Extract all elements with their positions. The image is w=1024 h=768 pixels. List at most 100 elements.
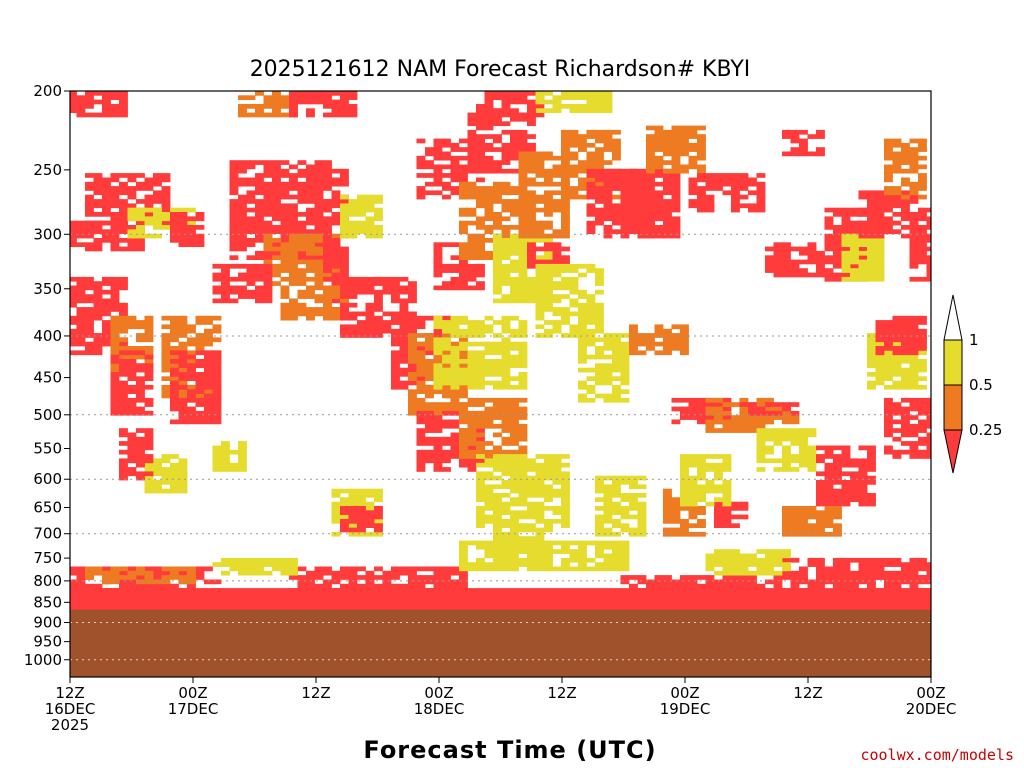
- ri-cell-low: [476, 138, 485, 144]
- ri-cell-high: [595, 497, 604, 503]
- ri-cell-low: [170, 601, 179, 606]
- ri-cell-low: [357, 510, 366, 516]
- ri-cell-high: [586, 389, 596, 395]
- ri-cell-low: [603, 229, 613, 235]
- ri-cell-high: [603, 91, 613, 96]
- ri-cell-mid: [731, 428, 740, 433]
- ri-cell-low: [263, 294, 273, 299]
- ri-cell-high: [212, 454, 222, 459]
- ri-cell-low: [374, 601, 383, 606]
- ri-cell-high: [561, 514, 570, 520]
- ri-cell-low: [255, 298, 264, 304]
- ri-cell-low: [76, 307, 86, 312]
- ri-cell-high: [875, 367, 885, 373]
- ri-cell-mid: [280, 250, 290, 256]
- ri-cell-high: [544, 540, 553, 546]
- ri-cell-low: [70, 315, 77, 321]
- ri-cell-low: [875, 346, 885, 351]
- ri-cell-mid: [238, 104, 247, 109]
- ri-cell-low: [119, 471, 128, 477]
- ri-cell-mid: [629, 346, 638, 351]
- ri-cell-mid: [637, 341, 647, 347]
- ri-cell-high: [875, 263, 885, 269]
- ri-cell-low: [110, 216, 120, 222]
- ri-cell-low: [357, 324, 366, 330]
- ri-cell-low: [331, 181, 341, 187]
- ri-cell-low: [365, 510, 375, 516]
- ri-cell-high: [612, 510, 621, 516]
- ri-cell-low: [671, 181, 681, 187]
- ri-cell-low: [824, 501, 834, 507]
- ri-cell-mid: [467, 212, 477, 217]
- ri-cell-low: [790, 263, 800, 269]
- ri-cell-low: [85, 307, 94, 312]
- ri-cell-high: [510, 376, 519, 382]
- ri-cell-low: [586, 220, 596, 226]
- ri-cell-low: [102, 289, 111, 295]
- ri-cell-low: [110, 220, 120, 226]
- ri-cell-high: [467, 333, 477, 338]
- ri-cell-low: [442, 138, 451, 144]
- ri-cell-mid: [833, 510, 842, 516]
- ri-cell-low: [867, 601, 876, 606]
- ri-cell-high: [510, 514, 519, 520]
- ri-cell-low: [705, 199, 715, 204]
- ri-cell-mid: [119, 346, 128, 351]
- ri-cell-mid: [671, 151, 681, 157]
- ri-cell-mid: [493, 406, 502, 412]
- ri-cell-low: [306, 207, 315, 213]
- ri-cell-mid: [238, 95, 247, 101]
- ri-cell-mid: [552, 181, 562, 187]
- ri-cell-low: [76, 350, 86, 356]
- ri-cell-low: [629, 207, 638, 213]
- ri-cell-low: [399, 384, 409, 390]
- ri-cell-low: [136, 238, 145, 243]
- ri-cell-low: [102, 320, 111, 325]
- ri-cell-mid: [578, 142, 587, 148]
- ri-cell-mid: [688, 531, 698, 537]
- ri-cell-high: [578, 95, 587, 101]
- ri-cell-high: [518, 255, 528, 261]
- ri-cell-low: [127, 436, 137, 442]
- ri-cell-high: [501, 246, 511, 252]
- ri-cell-mid: [824, 514, 834, 520]
- ri-cell-low: [816, 454, 825, 459]
- ri-cell-low: [918, 216, 927, 222]
- ri-cell-high: [459, 320, 468, 325]
- ri-cell-mid: [671, 138, 681, 144]
- ri-cell-low: [510, 95, 519, 101]
- ri-cell-mid: [705, 423, 715, 429]
- ri-cell-low: [93, 99, 103, 105]
- ri-cell-mid: [476, 190, 485, 196]
- ri-cell-mid: [459, 449, 468, 455]
- ri-cell-low: [433, 458, 443, 464]
- ri-cell-low: [909, 341, 919, 347]
- ri-cell-high: [433, 376, 443, 382]
- ri-cell-low: [493, 134, 502, 139]
- ri-cell-low: [93, 238, 103, 243]
- ri-cell-low: [858, 497, 868, 503]
- ri-cell-low: [76, 104, 86, 109]
- ri-cell-low: [127, 242, 137, 248]
- ri-cell-high: [212, 458, 222, 464]
- ri-cell-high: [476, 333, 485, 338]
- ri-cell-mid: [790, 531, 800, 537]
- ri-cell-low: [263, 285, 273, 291]
- ri-cell-low: [425, 454, 434, 459]
- ri-cell-low: [425, 436, 434, 442]
- ri-cell-low: [102, 112, 111, 118]
- ri-cell-mid: [697, 168, 706, 174]
- ri-cell-high: [484, 519, 494, 524]
- ri-cell-low: [714, 181, 723, 187]
- ri-cell-high: [603, 506, 613, 511]
- ri-cell-mid: [535, 233, 545, 239]
- ri-cell-mid: [289, 315, 298, 321]
- ri-cell-low: [280, 186, 290, 191]
- ri-cell-low: [85, 298, 94, 304]
- ri-cell-high: [850, 259, 859, 265]
- ri-cell-high: [807, 445, 817, 451]
- ri-cell-high: [578, 272, 587, 278]
- ri-cell-mid: [561, 199, 570, 204]
- ri-cell-low: [688, 596, 698, 602]
- ri-cell-low: [357, 285, 366, 291]
